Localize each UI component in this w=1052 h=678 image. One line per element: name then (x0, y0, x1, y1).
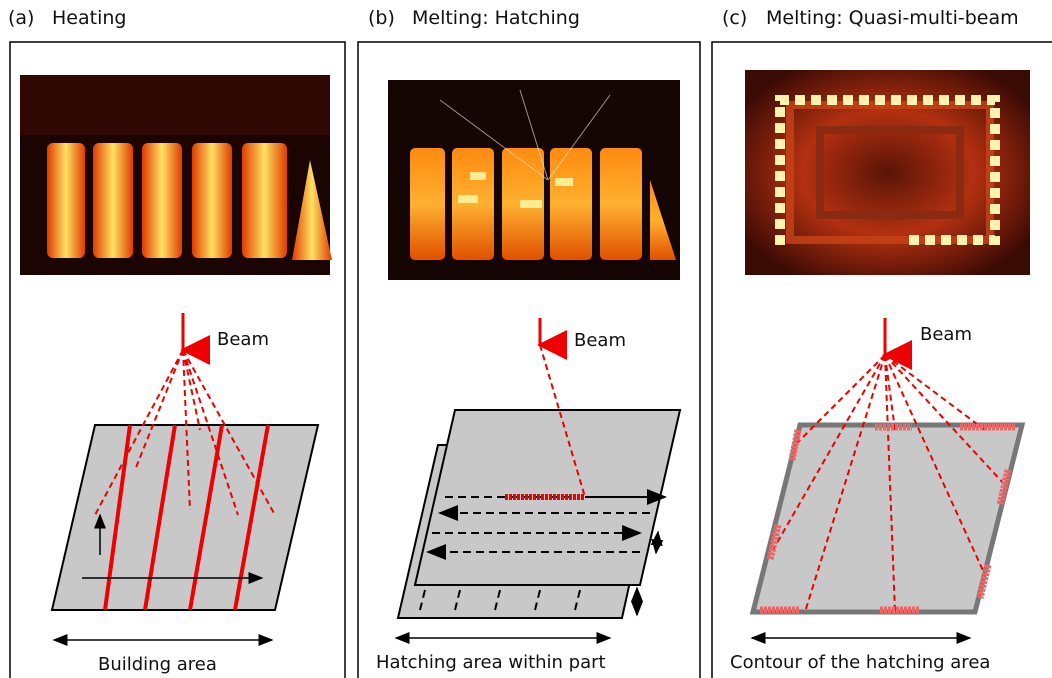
photo-quasi-multi-beam (745, 70, 1030, 275)
panel-title: Melting: Quasi-multi-beam (766, 7, 1019, 29)
diagram-heating (52, 313, 318, 640)
figure: (a) Heating (b) Melting: Hatching (c) Me… (0, 0, 1052, 678)
panel-label: (b) (368, 7, 395, 29)
beam-label: Beam (217, 329, 269, 350)
panel-title: Heating (52, 7, 126, 29)
caption: Hatching area within part (376, 652, 606, 673)
photo-hatching (388, 80, 680, 280)
diagram-quasi-multi-beam (752, 318, 1022, 638)
panel-title: Melting: Hatching (412, 7, 580, 29)
caption: Contour of the hatching area (730, 652, 990, 673)
photo-heating (20, 75, 332, 275)
caption: Building area (98, 654, 217, 675)
panel-label: (a) (8, 7, 34, 29)
panel-label: (c) (722, 7, 747, 29)
diagram-hatching (396, 318, 680, 638)
beam-label: Beam (574, 330, 626, 351)
beam-label: Beam (920, 324, 972, 345)
